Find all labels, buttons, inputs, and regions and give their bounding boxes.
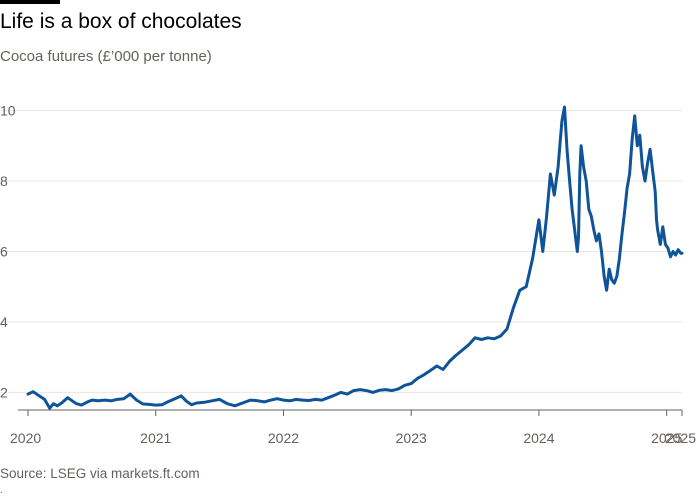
y-tick-label: 8 <box>0 173 8 189</box>
x-tick-label: 2021 <box>140 430 171 446</box>
footer-dot: . <box>0 485 3 496</box>
chart-subtitle: Cocoa futures (£’000 per tonne) <box>0 48 212 65</box>
x-tick-label: 2025 <box>665 430 696 446</box>
x-tick-label: 2020 <box>10 430 41 446</box>
series-layer <box>26 105 684 410</box>
y-tick-label: 4 <box>0 314 8 330</box>
y-tick-label: 2 <box>0 384 8 400</box>
series-line-cocoa-futures <box>26 105 684 410</box>
x-tick-label: 2024 <box>523 430 554 446</box>
x-tick-label: 2023 <box>396 430 427 446</box>
y-axis-ticks: 2 4 6 8 10 <box>0 103 16 401</box>
y-tick-label: 10 <box>0 103 16 119</box>
x-tick-label: 2022 <box>268 430 299 446</box>
brand-bar <box>0 0 60 4</box>
source-note: Source: LSEG via markets.ft.com <box>0 466 200 481</box>
chart-title: Life is a box of chocolates <box>0 10 242 33</box>
y-tick-label: 6 <box>0 243 8 259</box>
x-tick-label: 2025 <box>651 430 682 446</box>
